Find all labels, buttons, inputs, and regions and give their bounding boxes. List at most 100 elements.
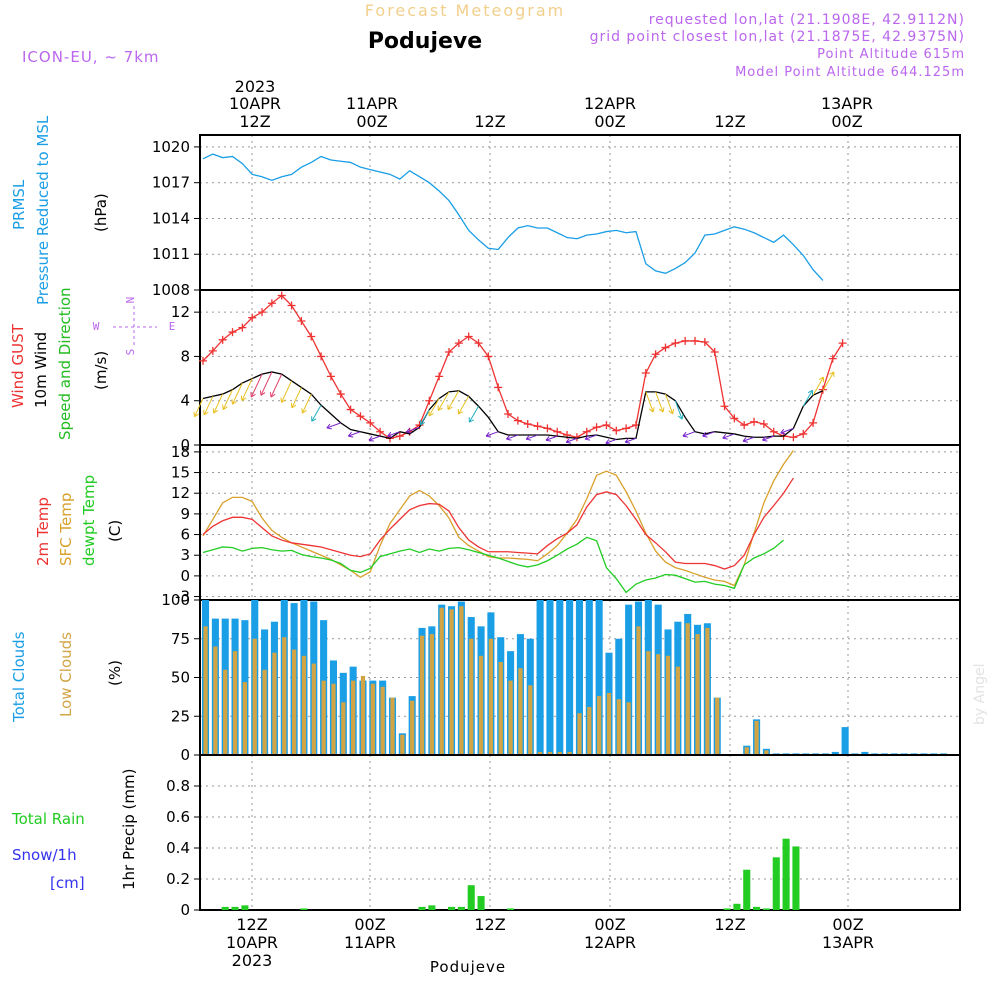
low-cloud-bar <box>636 626 641 755</box>
wind-arrow-head <box>457 409 464 415</box>
rain-bar <box>418 906 426 910</box>
snow-unit-label: [cm] <box>50 874 85 892</box>
low-cloud-bar <box>557 751 562 755</box>
wind-arrow-head <box>368 436 374 442</box>
pressure-ytick-label: 1017 <box>152 174 190 192</box>
wind-arrow <box>525 434 538 440</box>
low-cloud-bar <box>606 693 612 755</box>
wind-arrow <box>645 391 654 413</box>
wind-arrow-head <box>506 434 512 441</box>
wind-ytick-label: 0 <box>180 436 190 454</box>
low-cloud-bar <box>439 607 444 755</box>
bottom-tick-day: 11APR <box>344 933 396 952</box>
temp-ytick-label: 6 <box>180 526 190 544</box>
wind-arrow-head <box>406 427 412 434</box>
wind-arrow <box>682 431 696 437</box>
temp-ytick-label: 15 <box>171 464 190 482</box>
wind-arrow <box>722 433 735 439</box>
low-cloud-bar <box>685 623 690 755</box>
requested-coords: requested lon,lat (21.1908E, 42.9112N) <box>649 12 965 28</box>
gust-marker <box>818 385 827 394</box>
gust-marker <box>228 328 237 337</box>
gust-marker <box>346 405 355 414</box>
low-cloud-bar <box>203 626 208 755</box>
gust-marker <box>376 427 385 436</box>
low-cloud-bar <box>282 637 287 755</box>
sfc-temp-line <box>202 450 794 587</box>
gust-marker <box>513 416 522 425</box>
t2m-label: 2m Temp <box>34 497 52 566</box>
precip-ytick-label: 0.6 <box>166 808 190 826</box>
temp-ytick-label: 12 <box>171 484 190 502</box>
model-altitude: Model Point Altitude 644.125m <box>735 65 965 80</box>
sfc-temp-label: SFC Temp <box>57 493 75 566</box>
rain-label: Total Rain <box>11 810 85 828</box>
total-cloud-bar <box>841 727 849 755</box>
wind-panel: 0 4 8 12 <box>171 289 961 454</box>
wind-arrow-head <box>682 431 688 438</box>
gust-marker <box>661 343 670 352</box>
low-cloud-bar <box>301 655 307 755</box>
gust-marker <box>258 308 267 317</box>
precip-ytick-label: 0.2 <box>166 870 190 888</box>
low-cloud-bar <box>675 666 680 755</box>
top-tick-hour: 12Z <box>474 112 505 131</box>
gust-marker <box>504 410 513 418</box>
low-cloud-bar <box>577 713 582 755</box>
top-tick-hour: 00Z <box>594 112 625 131</box>
dewpt-line <box>202 536 784 594</box>
pressure-ytick-label: 1020 <box>152 138 190 156</box>
gust-marker <box>395 432 404 441</box>
low-cloud-bar <box>252 638 257 755</box>
gust-marker <box>199 356 207 365</box>
low-cloud-bar <box>508 680 513 755</box>
wind-arrow-head <box>428 410 434 417</box>
wind-arrow <box>742 436 755 442</box>
top-tick-day: 13APR <box>821 94 873 113</box>
gust-marker <box>641 369 650 378</box>
wind-arrow <box>457 396 470 415</box>
wind-arrow <box>565 437 578 443</box>
wind-arrow <box>213 393 224 414</box>
gust-marker <box>730 414 739 423</box>
wind-arrow <box>605 438 617 444</box>
wind-arrow-head <box>658 407 665 413</box>
low-cloud-bar <box>223 669 228 755</box>
wind-frame <box>199 289 961 446</box>
top-tick-day: 11APR <box>346 94 398 113</box>
low-cloud-bar <box>459 606 464 755</box>
clouds-ytick-label: 75 <box>171 630 190 648</box>
gust-marker <box>681 336 690 345</box>
gust-marker <box>307 332 316 341</box>
low-cloud-bar <box>351 680 356 755</box>
wind-arrow <box>762 435 774 441</box>
gust-marker <box>789 433 798 442</box>
wind-arrow-head <box>269 392 276 398</box>
rain-bar <box>231 906 239 910</box>
rain-bar <box>753 906 761 910</box>
low-cloud-bar <box>646 651 651 755</box>
top-tick-day: 10APR <box>229 94 281 113</box>
wind-ytick-label: 4 <box>180 392 190 410</box>
panel-side-labels: PRMSL Pressure Reduced to MSL (hPa) Wind… <box>9 115 175 892</box>
wind-arrow <box>260 371 273 396</box>
rain-bar <box>782 838 790 910</box>
low-cloud-bar <box>370 683 375 755</box>
total-cloud-bar <box>615 638 623 755</box>
gust-marker <box>494 383 503 392</box>
wind-arrow-head <box>419 419 426 426</box>
temp-ytick-label: 18 <box>171 443 190 461</box>
point-altitude: Point Altitude 615m <box>817 47 965 62</box>
low-cloud-bar <box>744 747 749 755</box>
wind-arrow <box>545 435 558 441</box>
gust-marker <box>691 336 699 345</box>
compass-south: S <box>124 349 137 356</box>
wind-arrow <box>420 409 430 426</box>
wind-arrow-head <box>468 417 474 423</box>
clouds-ytick-label: 0 <box>180 746 190 764</box>
wind-arrow <box>447 390 460 410</box>
gust-marker <box>651 350 660 359</box>
temp-panel: -3 0 3 6 9 12 15 18 <box>171 443 961 606</box>
total-cloud-bar <box>566 600 574 755</box>
